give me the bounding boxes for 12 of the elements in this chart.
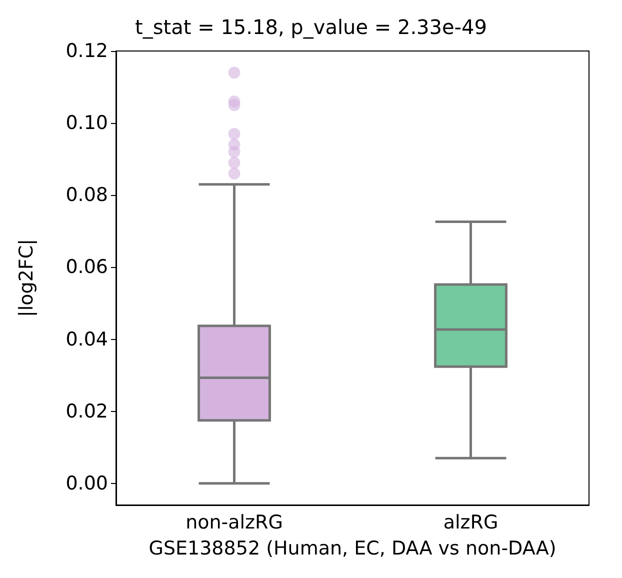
x-tick-label: non-alzRG [186,512,283,534]
y-tick-label: 0.10 [66,112,108,134]
y-tick-label: 0.12 [66,40,108,62]
x-axis-title: GSE138852 (Human, EC, DAA vs non-DAA) [148,538,556,560]
y-tick-label: 0.00 [66,472,108,494]
y-tick-label: 0.06 [66,256,108,278]
y-axis-title: |log2FC| [16,238,38,318]
y-tick-label: 0.08 [66,184,108,206]
y-tick-label: 0.04 [66,328,108,350]
x-tick-label: alzRG [443,512,498,534]
chart-title: t_stat = 15.18, p_value = 2.33e-49 [135,15,487,39]
y-tick-label: 0.02 [66,400,108,422]
